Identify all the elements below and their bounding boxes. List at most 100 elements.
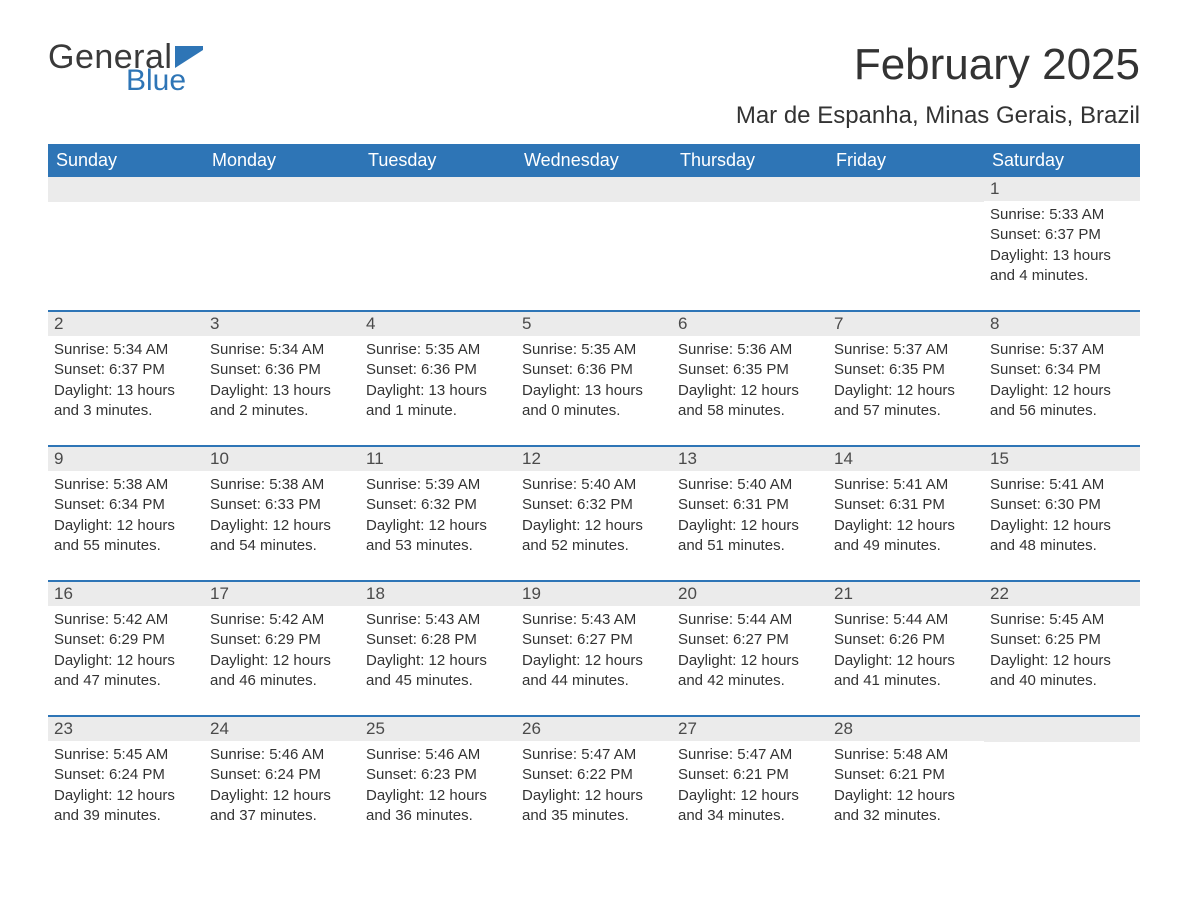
day-details: Sunrise: 5:46 AMSunset: 6:24 PMDaylight:… — [204, 741, 360, 832]
sunset-text: Sunset: 6:22 PM — [522, 765, 666, 785]
day-details: Sunrise: 5:33 AMSunset: 6:37 PMDaylight:… — [984, 201, 1140, 292]
day-number: 16 — [48, 582, 204, 606]
sunrise-text: Sunrise: 5:38 AM — [210, 475, 354, 495]
day-cell: 4Sunrise: 5:35 AMSunset: 6:36 PMDaylight… — [360, 312, 516, 427]
day-details: Sunrise: 5:37 AMSunset: 6:34 PMDaylight:… — [984, 336, 1140, 427]
day-number: 4 — [360, 312, 516, 336]
day-cell: 24Sunrise: 5:46 AMSunset: 6:24 PMDayligh… — [204, 717, 360, 832]
day-cell: 7 Sunrise: 5:37 AMSunset: 6:35 PMDaylight… — [828, 312, 984, 427]
daylight-text: Daylight: 13 hours and 1 minute. — [366, 381, 510, 422]
sunrise-text: Sunrise: 5:47 AM — [522, 745, 666, 765]
sunrise-text: Sunrise: 5:35 AM — [522, 340, 666, 360]
day-number: 26 — [516, 717, 672, 741]
daylight-text: Daylight: 12 hours and 35 minutes. — [522, 786, 666, 827]
location-subtitle: Mar de Espanha, Minas Gerais, Brazil — [48, 102, 1140, 130]
day-details: Sunrise: 5:47 AMSunset: 6:22 PMDaylight:… — [516, 741, 672, 832]
weekday-header: Wednesday — [516, 144, 672, 177]
sunrise-text: Sunrise: 5:37 AM — [834, 340, 978, 360]
day-number: 28 — [828, 717, 984, 741]
day-number — [984, 717, 1140, 742]
sunset-text: Sunset: 6:26 PM — [834, 630, 978, 650]
daylight-text: Daylight: 12 hours and 41 minutes. — [834, 651, 978, 692]
day-number: 10 — [204, 447, 360, 471]
weekday-header: Monday — [204, 144, 360, 177]
day-number — [516, 177, 672, 202]
day-details: Sunrise: 5:44 AMSunset: 6:26 PMDaylight:… — [828, 606, 984, 697]
week-row: 2Sunrise: 5:34 AMSunset: 6:37 PMDaylight… — [48, 310, 1140, 427]
daylight-text: Daylight: 12 hours and 57 minutes. — [834, 381, 978, 422]
week-row: 16Sunrise: 5:42 AMSunset: 6:29 PMDayligh… — [48, 580, 1140, 697]
sunrise-text: Sunrise: 5:35 AM — [366, 340, 510, 360]
day-cell-empty — [48, 177, 204, 292]
day-details: Sunrise: 5:36 AMSunset: 6:35 PMDaylight:… — [672, 336, 828, 427]
day-details: Sunrise: 5:41 AMSunset: 6:31 PMDaylight:… — [828, 471, 984, 562]
week-row: 9Sunrise: 5:38 AMSunset: 6:34 PMDaylight… — [48, 445, 1140, 562]
day-cell: 19Sunrise: 5:43 AMSunset: 6:27 PMDayligh… — [516, 582, 672, 697]
weekday-header: Friday — [828, 144, 984, 177]
logo: General Blue — [48, 40, 203, 96]
daylight-text: Daylight: 12 hours and 47 minutes. — [54, 651, 198, 692]
sunset-text: Sunset: 6:37 PM — [990, 225, 1134, 245]
daylight-text: Daylight: 13 hours and 2 minutes. — [210, 381, 354, 422]
day-cell: 17Sunrise: 5:42 AMSunset: 6:29 PMDayligh… — [204, 582, 360, 697]
sunrise-text: Sunrise: 5:33 AM — [990, 205, 1134, 225]
sunset-text: Sunset: 6:28 PM — [366, 630, 510, 650]
sunrise-text: Sunrise: 5:45 AM — [990, 610, 1134, 630]
day-number: 22 — [984, 582, 1140, 606]
day-number: 1 — [984, 177, 1140, 201]
sunrise-text: Sunrise: 5:47 AM — [678, 745, 822, 765]
sunset-text: Sunset: 6:24 PM — [54, 765, 198, 785]
day-cell-empty — [516, 177, 672, 292]
day-details: Sunrise: 5:43 AMSunset: 6:27 PMDaylight:… — [516, 606, 672, 697]
day-details: Sunrise: 5:34 AMSunset: 6:36 PMDaylight:… — [204, 336, 360, 427]
day-number — [828, 177, 984, 202]
daylight-text: Daylight: 12 hours and 48 minutes. — [990, 516, 1134, 557]
sunrise-text: Sunrise: 5:44 AM — [834, 610, 978, 630]
day-details: Sunrise: 5:35 AMSunset: 6:36 PMDaylight:… — [516, 336, 672, 427]
weekday-header: Saturday — [984, 144, 1140, 177]
sunset-text: Sunset: 6:31 PM — [678, 495, 822, 515]
daylight-text: Daylight: 12 hours and 34 minutes. — [678, 786, 822, 827]
daylight-text: Daylight: 12 hours and 32 minutes. — [834, 786, 978, 827]
sunset-text: Sunset: 6:21 PM — [834, 765, 978, 785]
day-cell: 11Sunrise: 5:39 AMSunset: 6:32 PMDayligh… — [360, 447, 516, 562]
sunset-text: Sunset: 6:35 PM — [678, 360, 822, 380]
day-details: Sunrise: 5:42 AMSunset: 6:29 PMDaylight:… — [204, 606, 360, 697]
daylight-text: Daylight: 13 hours and 4 minutes. — [990, 246, 1134, 287]
day-cell: 10Sunrise: 5:38 AMSunset: 6:33 PMDayligh… — [204, 447, 360, 562]
day-cell-empty — [360, 177, 516, 292]
sunset-text: Sunset: 6:33 PM — [210, 495, 354, 515]
sunrise-text: Sunrise: 5:46 AM — [210, 745, 354, 765]
daylight-text: Daylight: 12 hours and 52 minutes. — [522, 516, 666, 557]
logo-blue-text: Blue — [126, 66, 203, 96]
day-cell: 25Sunrise: 5:46 AMSunset: 6:23 PMDayligh… — [360, 717, 516, 832]
weekday-header: Thursday — [672, 144, 828, 177]
sunrise-text: Sunrise: 5:37 AM — [990, 340, 1134, 360]
weekday-header: Tuesday — [360, 144, 516, 177]
day-cell-empty — [828, 177, 984, 292]
sunrise-text: Sunrise: 5:40 AM — [522, 475, 666, 495]
sunset-text: Sunset: 6:31 PM — [834, 495, 978, 515]
day-number: 21 — [828, 582, 984, 606]
day-number: 7 — [828, 312, 984, 336]
day-cell: 28Sunrise: 5:48 AMSunset: 6:21 PMDayligh… — [828, 717, 984, 832]
day-cell: 9Sunrise: 5:38 AMSunset: 6:34 PMDaylight… — [48, 447, 204, 562]
day-cell: 5Sunrise: 5:35 AMSunset: 6:36 PMDaylight… — [516, 312, 672, 427]
sunset-text: Sunset: 6:34 PM — [54, 495, 198, 515]
day-number — [360, 177, 516, 202]
daylight-text: Daylight: 12 hours and 37 minutes. — [210, 786, 354, 827]
daylight-text: Daylight: 12 hours and 46 minutes. — [210, 651, 354, 692]
sunrise-text: Sunrise: 5:43 AM — [366, 610, 510, 630]
sunset-text: Sunset: 6:35 PM — [834, 360, 978, 380]
sunrise-text: Sunrise: 5:45 AM — [54, 745, 198, 765]
sunrise-text: Sunrise: 5:38 AM — [54, 475, 198, 495]
week-row: 23Sunrise: 5:45 AMSunset: 6:24 PMDayligh… — [48, 715, 1140, 832]
calendar: SundayMondayTuesdayWednesdayThursdayFrid… — [48, 144, 1140, 832]
day-details: Sunrise: 5:40 AMSunset: 6:32 PMDaylight:… — [516, 471, 672, 562]
day-cell-empty — [984, 717, 1140, 832]
sunset-text: Sunset: 6:24 PM — [210, 765, 354, 785]
sunset-text: Sunset: 6:23 PM — [366, 765, 510, 785]
daylight-text: Daylight: 12 hours and 42 minutes. — [678, 651, 822, 692]
day-number: 5 — [516, 312, 672, 336]
weekday-header-row: SundayMondayTuesdayWednesdayThursdayFrid… — [48, 144, 1140, 177]
